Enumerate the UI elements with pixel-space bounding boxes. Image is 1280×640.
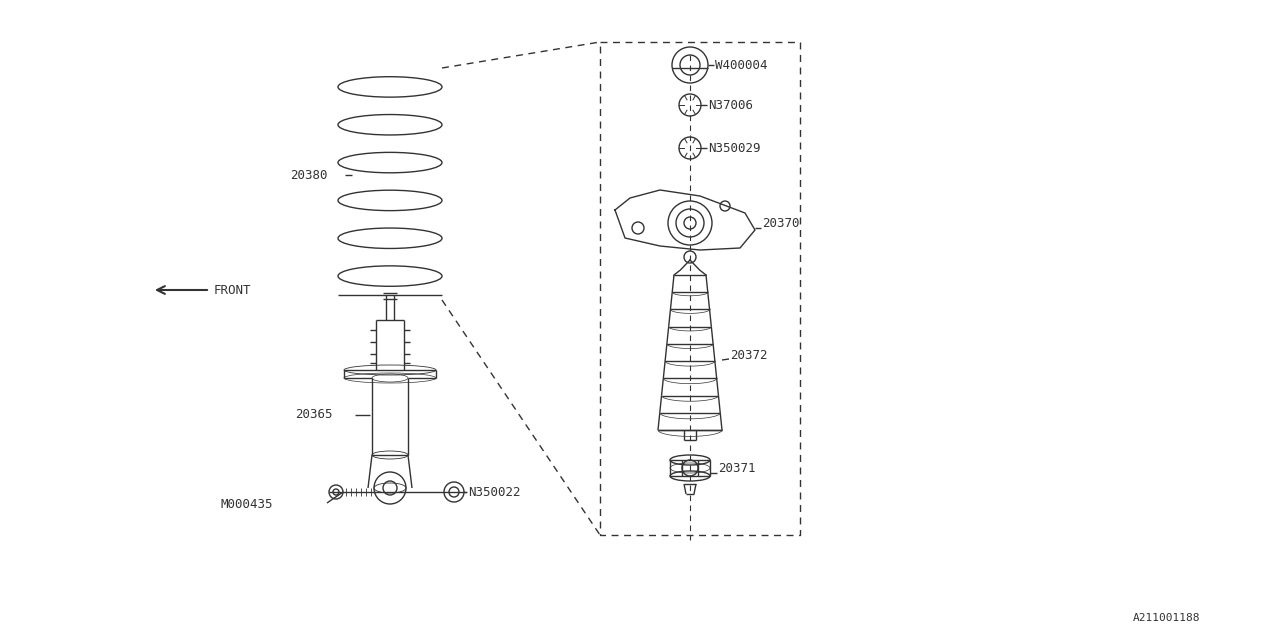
Text: N37006: N37006 <box>708 99 753 111</box>
Text: M000435: M000435 <box>220 497 273 511</box>
Text: FRONT: FRONT <box>214 284 251 296</box>
Text: A211001188: A211001188 <box>1133 613 1201 623</box>
Text: N350022: N350022 <box>468 486 521 499</box>
Text: 20371: 20371 <box>718 461 755 474</box>
Text: 20372: 20372 <box>730 349 768 362</box>
Text: W400004: W400004 <box>716 58 768 72</box>
Text: N350029: N350029 <box>708 141 760 154</box>
Text: 20380: 20380 <box>291 168 328 182</box>
Text: 20365: 20365 <box>294 408 333 422</box>
Text: 20370: 20370 <box>762 216 800 230</box>
